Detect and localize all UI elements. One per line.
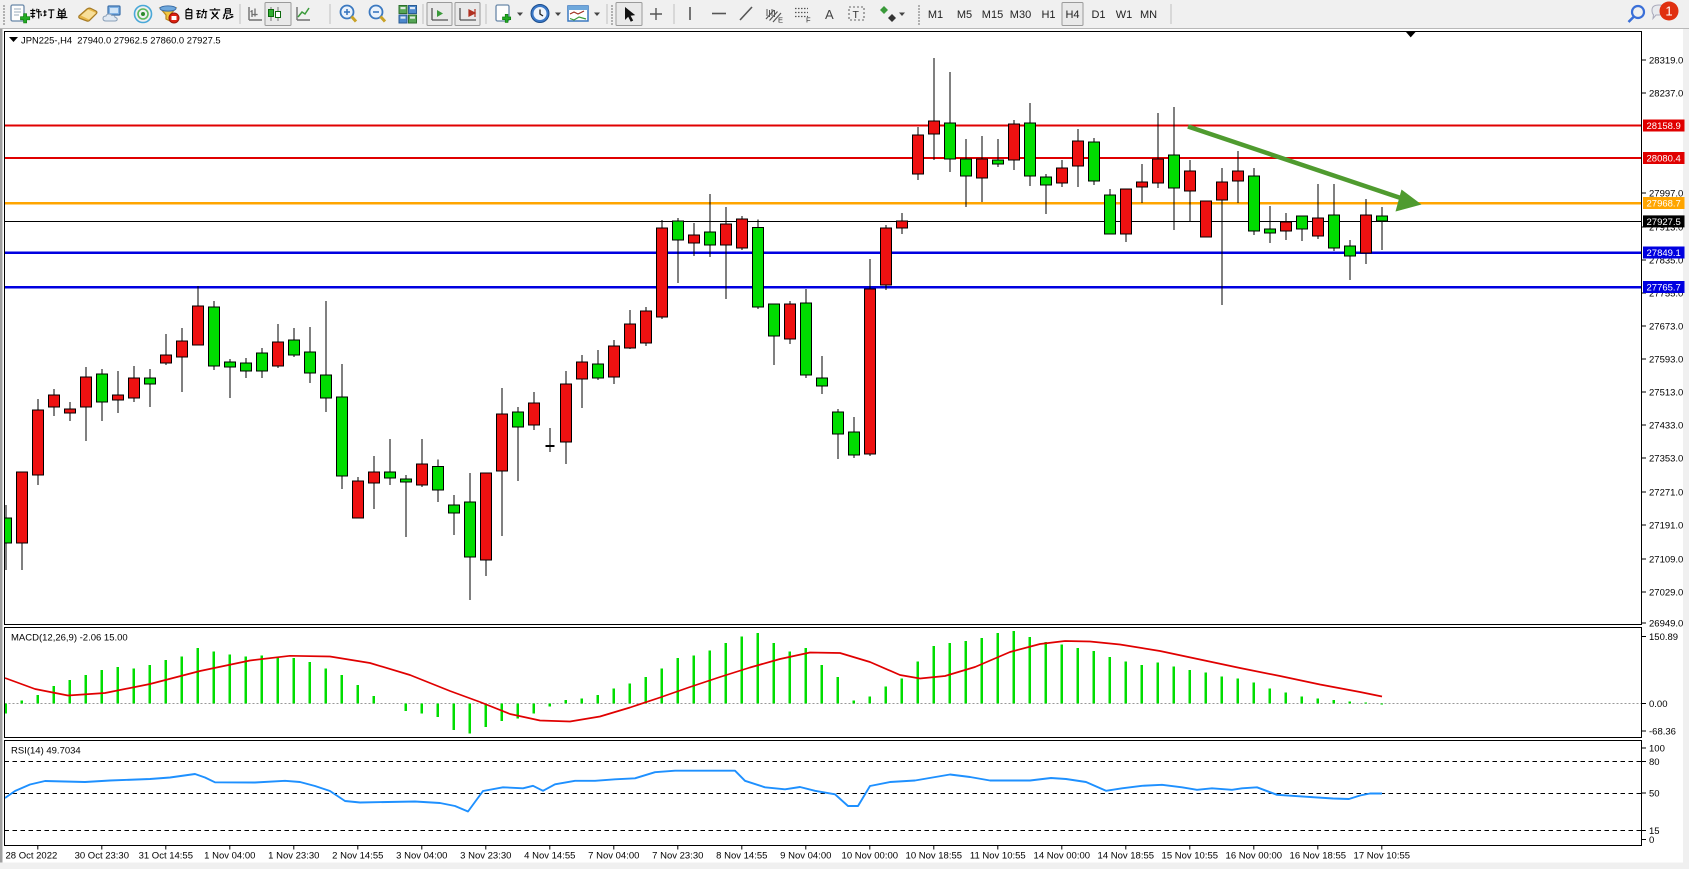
svg-text:27191.0: 27191.0	[1649, 520, 1683, 531]
svg-text:M15: M15	[982, 9, 1003, 21]
svg-text:7 Nov 04:00: 7 Nov 04:00	[588, 851, 639, 862]
svg-text:27997.0: 27997.0	[1649, 188, 1683, 199]
svg-text:27673.0: 27673.0	[1649, 321, 1683, 332]
svg-text:3 Nov 23:30: 3 Nov 23:30	[460, 851, 511, 862]
svg-text:JPN225-,H4 27940.0 27962.5 27: JPN225-,H4 27940.0 27962.5 27860.0 27927…	[21, 35, 221, 46]
svg-text:15 Nov 10:55: 15 Nov 10:55	[1162, 851, 1219, 862]
svg-text:T: T	[853, 9, 860, 21]
svg-text:31 Oct 14:55: 31 Oct 14:55	[139, 851, 193, 862]
svg-text:150.89: 150.89	[1649, 632, 1678, 643]
svg-text:100: 100	[1649, 743, 1665, 754]
svg-text:27433.0: 27433.0	[1649, 420, 1683, 431]
svg-text:-68.36: -68.36	[1649, 726, 1676, 737]
svg-text:10 Nov 18:55: 10 Nov 18:55	[906, 851, 963, 862]
svg-text:4 Nov 14:55: 4 Nov 14:55	[524, 851, 575, 862]
svg-text:27513.0: 27513.0	[1649, 387, 1683, 398]
svg-text:16 Nov 18:55: 16 Nov 18:55	[1290, 851, 1347, 862]
svg-text:E: E	[778, 16, 783, 25]
svg-text:17 Nov 10:55: 17 Nov 10:55	[1354, 851, 1411, 862]
svg-text:W1: W1	[1116, 9, 1133, 21]
svg-text:F: F	[806, 16, 811, 25]
svg-text:14 Nov 00:00: 14 Nov 00:00	[1034, 851, 1091, 862]
svg-text:27755.0: 27755.0	[1649, 288, 1683, 299]
svg-text:11 Nov 10:55: 11 Nov 10:55	[970, 851, 1026, 862]
svg-text:D1: D1	[1091, 9, 1105, 21]
svg-text:M30: M30	[1010, 9, 1031, 21]
svg-text:15: 15	[1649, 826, 1660, 837]
svg-text:27353.0: 27353.0	[1649, 453, 1683, 464]
svg-text:MN: MN	[1140, 9, 1157, 21]
svg-text:27968.7: 27968.7	[1647, 199, 1681, 210]
svg-text:H1: H1	[1041, 9, 1055, 21]
svg-text:27765.7: 27765.7	[1647, 283, 1681, 294]
svg-text:27029.0: 27029.0	[1649, 587, 1683, 598]
svg-text:1: 1	[1665, 4, 1672, 19]
svg-text:7 Nov 23:30: 7 Nov 23:30	[652, 851, 703, 862]
svg-text:M5: M5	[957, 9, 972, 21]
svg-text:RSI(14) 49.7034: RSI(14) 49.7034	[11, 746, 81, 757]
svg-text:H4: H4	[1065, 9, 1079, 21]
svg-text:1 Nov 23:30: 1 Nov 23:30	[268, 851, 319, 862]
svg-text:50: 50	[1649, 788, 1660, 799]
svg-text:0: 0	[1649, 835, 1654, 846]
svg-text:2 Nov 14:55: 2 Nov 14:55	[332, 851, 383, 862]
svg-text:28 Oct 2022: 28 Oct 2022	[6, 851, 58, 862]
svg-text:10 Nov 00:00: 10 Nov 00:00	[842, 851, 899, 862]
svg-text:1 Nov 04:00: 1 Nov 04:00	[204, 851, 255, 862]
svg-text:28319.0: 28319.0	[1649, 55, 1683, 66]
svg-text:27109.0: 27109.0	[1649, 554, 1683, 565]
svg-text:28158.9: 28158.9	[1647, 121, 1681, 132]
svg-text:9 Nov 04:00: 9 Nov 04:00	[780, 851, 831, 862]
svg-text:A: A	[825, 7, 834, 22]
svg-text:16 Nov 00:00: 16 Nov 00:00	[1226, 851, 1283, 862]
svg-text:0.00: 0.00	[1649, 699, 1668, 710]
svg-text:8 Nov 14:55: 8 Nov 14:55	[716, 851, 767, 862]
svg-text:27271.0: 27271.0	[1649, 487, 1683, 498]
svg-text:M1: M1	[928, 9, 943, 21]
svg-text:MACD(12,26,9) -2.06 15.00: MACD(12,26,9) -2.06 15.00	[11, 633, 128, 644]
svg-text:80: 80	[1649, 757, 1660, 768]
svg-text:27913.0: 27913.0	[1649, 222, 1683, 233]
svg-text:26949.0: 26949.0	[1649, 618, 1683, 629]
svg-text:27927.5: 27927.5	[1647, 217, 1681, 228]
svg-text:30 Oct 23:30: 30 Oct 23:30	[75, 851, 129, 862]
svg-text:28237.0: 28237.0	[1649, 88, 1683, 99]
svg-text:28080.4: 28080.4	[1647, 154, 1681, 165]
svg-text:27593.0: 27593.0	[1649, 354, 1683, 365]
svg-text:14 Nov 18:55: 14 Nov 18:55	[1098, 851, 1155, 862]
svg-text:3 Nov 04:00: 3 Nov 04:00	[396, 851, 447, 862]
svg-text:27835.0: 27835.0	[1649, 255, 1683, 266]
svg-text:27849.1: 27849.1	[1647, 248, 1681, 259]
